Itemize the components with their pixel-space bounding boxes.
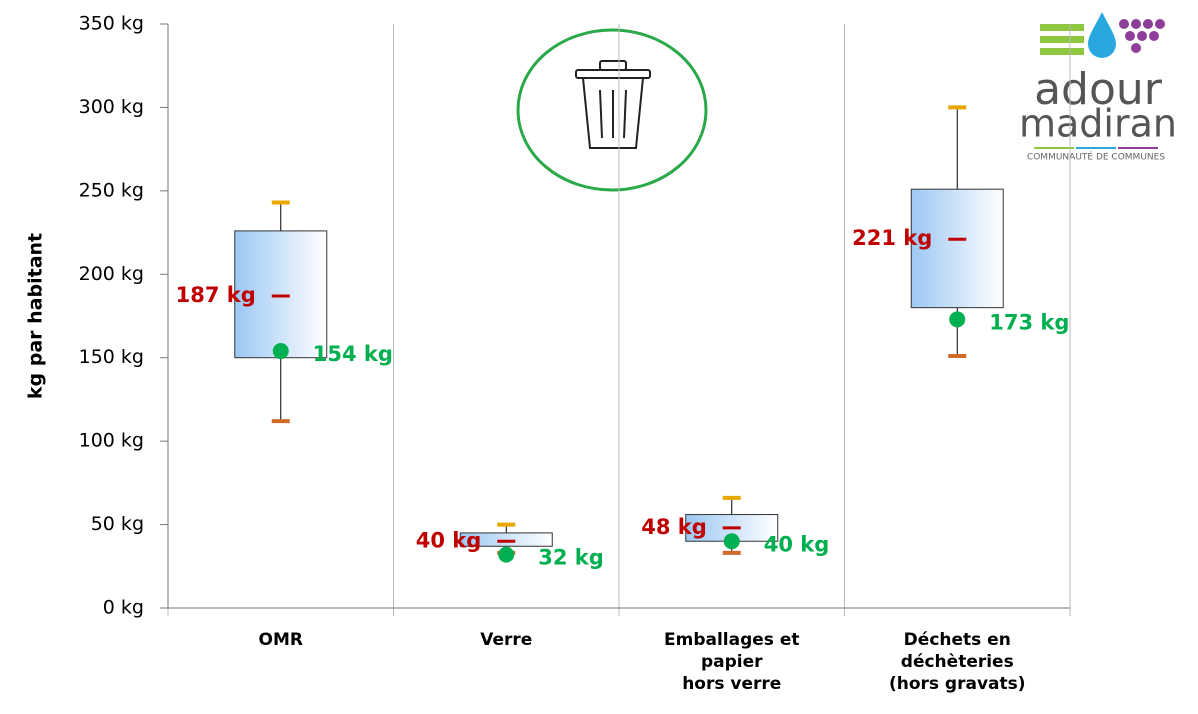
point-label: 40 kg [764, 532, 830, 556]
point [498, 546, 515, 563]
y-tick-label: 100 kg [79, 430, 144, 452]
box [234, 230, 328, 359]
x-tick-label: Verre [480, 630, 532, 650]
y-tick-label: 50 kg [91, 513, 144, 535]
logo-name: madiran [1019, 102, 1177, 146]
logo-name: adour [1034, 64, 1163, 115]
box [459, 532, 553, 547]
y-tick-label: 150 kg [79, 346, 144, 368]
mean-label: 48 kg [641, 515, 707, 539]
y-tick-label: 0 kg [103, 597, 144, 619]
x-tick-label: déchèteries [901, 652, 1014, 672]
mean-label: 187 kg [176, 283, 256, 307]
point-label: 32 kg [538, 546, 604, 570]
x-tick-label: hors verre [682, 674, 781, 694]
x-tick-label: OMR [259, 630, 303, 650]
y-tick-label: 350 kg [79, 13, 144, 35]
x-tick-label: Déchets en [904, 630, 1011, 650]
point-label: 173 kg [989, 310, 1069, 334]
logo-tagline: COMMUNAUTÉ DE COMMUNES [1027, 151, 1165, 163]
box [910, 188, 1004, 309]
x-tick-label: (hors gravats) [889, 674, 1026, 694]
y-tick-label: 300 kg [79, 96, 144, 118]
y-tick-label: 250 kg [79, 179, 144, 201]
x-tick-label: Emballages et [664, 630, 800, 650]
mean-label: 40 kg [416, 528, 482, 552]
y-axis-label: kg par habitant [25, 233, 47, 399]
point [949, 311, 966, 328]
x-tick-label: papier [701, 652, 763, 672]
mean-label: 221 kg [852, 226, 932, 250]
y-tick-label: 200 kg [79, 263, 144, 285]
point [723, 533, 740, 550]
trash-icon [516, 28, 708, 192]
point [272, 343, 289, 360]
point-label: 154 kg [313, 342, 393, 366]
logo: adour madiran COMMUNAUTÉ DE COMMUNES [1019, 12, 1177, 163]
